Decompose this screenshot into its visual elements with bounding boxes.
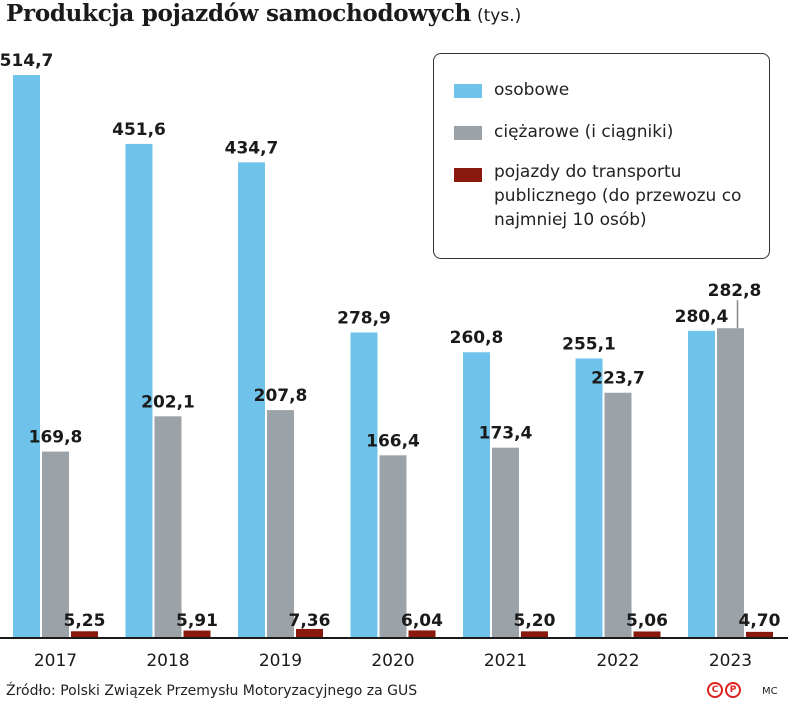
legend-label-ciezarowe: ciężarowe (i ciągniki) — [494, 122, 674, 142]
bar-2021-series-1 — [492, 447, 519, 637]
x-tick-label-2023: 2023 — [709, 651, 752, 671]
bar-2023-series-1 — [717, 328, 744, 637]
bar-2019-series-2 — [296, 628, 323, 637]
x-tick-label-2022: 2022 — [596, 651, 639, 671]
x-tick-label-2018: 2018 — [146, 651, 189, 671]
data-label-2021-series-1: 173,4 — [479, 424, 533, 444]
data-label-2022-series-1: 223,7 — [591, 369, 645, 389]
bar-2022-series-1 — [604, 392, 632, 637]
data-label-2017-series-2: 5,25 — [64, 611, 106, 631]
x-tick-label-2019: 2019 — [259, 651, 302, 671]
data-label-2020-series-1: 166,4 — [366, 431, 420, 451]
bar-2019-series-0 — [238, 162, 265, 637]
data-label-2023-series-2: 4,70 — [739, 611, 781, 631]
bar-2020-series-0 — [350, 332, 378, 637]
data-label-2020-series-0: 278,9 — [337, 308, 391, 328]
data-label-2023-series-1: 282,8 — [708, 281, 762, 301]
bar-2018-series-1 — [154, 416, 182, 637]
bar-2018-series-0 — [125, 143, 153, 637]
x-tick-label-2017: 2017 — [34, 651, 77, 671]
data-label-2019-series-0: 434,7 — [225, 138, 279, 158]
data-label-2020-series-2: 6,04 — [401, 611, 443, 631]
data-label-2018-series-0: 451,6 — [112, 120, 166, 140]
publisher-logo: C P — [707, 682, 741, 698]
data-label-2019-series-1: 207,8 — [254, 386, 308, 406]
legend-label-osobowe: osobowe — [494, 80, 570, 100]
bar-2022-series-2 — [633, 631, 661, 637]
chart-title: Produkcja pojazdów samochodowych — [6, 0, 471, 27]
data-label-2022-series-2: 5,06 — [626, 611, 668, 631]
bar-2021-series-2 — [521, 631, 548, 637]
bar-2021-series-0 — [463, 352, 490, 637]
author-initials: MC — [762, 686, 778, 697]
legend-swatch-osobowe — [454, 84, 482, 98]
data-label-2018-series-2: 5,91 — [176, 611, 218, 631]
legend-swatch-transport-publiczny — [454, 168, 482, 182]
data-label-2021-series-2: 5,20 — [514, 611, 556, 631]
data-label-2018-series-1: 202,1 — [141, 392, 195, 412]
legend-swatch-ciezarowe — [454, 126, 482, 140]
bar-2023-series-2 — [746, 631, 773, 637]
chart-legend: osobowe ciężarowe (i ciągniki) pojazdy d… — [433, 53, 770, 259]
bar-2018-series-2 — [183, 630, 211, 637]
chart-title-row: Produkcja pojazdów samochodowych (tys.) — [6, 0, 521, 36]
data-label-2022-series-0: 255,1 — [562, 334, 616, 354]
bar-2017-series-0 — [13, 75, 40, 637]
source-note: Źródło: Polski Związek Przemysłu Motoryz… — [6, 683, 418, 699]
x-tick-label-2020: 2020 — [371, 651, 414, 671]
bar-2017-series-1 — [42, 451, 69, 637]
data-label-2017-series-1: 169,8 — [29, 428, 83, 448]
data-label-2023-series-0: 280,4 — [675, 307, 729, 327]
logo-letter-c: C — [707, 682, 723, 698]
bar-2022-series-0 — [575, 358, 603, 637]
data-label-2019-series-2: 7,36 — [289, 611, 331, 631]
bar-2017-series-2 — [71, 631, 98, 637]
bar-2019-series-1 — [267, 410, 294, 637]
bar-2020-series-2 — [408, 630, 436, 637]
bar-2023-series-0 — [688, 330, 715, 637]
legend-label-transport-publiczny: pojazdy do transportu publicznego (do pr… — [494, 162, 742, 230]
chart-unit: (tys.) — [476, 6, 522, 26]
x-tick-label-2021: 2021 — [484, 651, 527, 671]
bar-2020-series-1 — [379, 455, 407, 637]
data-label-2021-series-0: 260,8 — [450, 328, 504, 348]
data-label-2017-series-0: 514,7 — [0, 51, 53, 71]
logo-letter-p: P — [725, 682, 741, 698]
